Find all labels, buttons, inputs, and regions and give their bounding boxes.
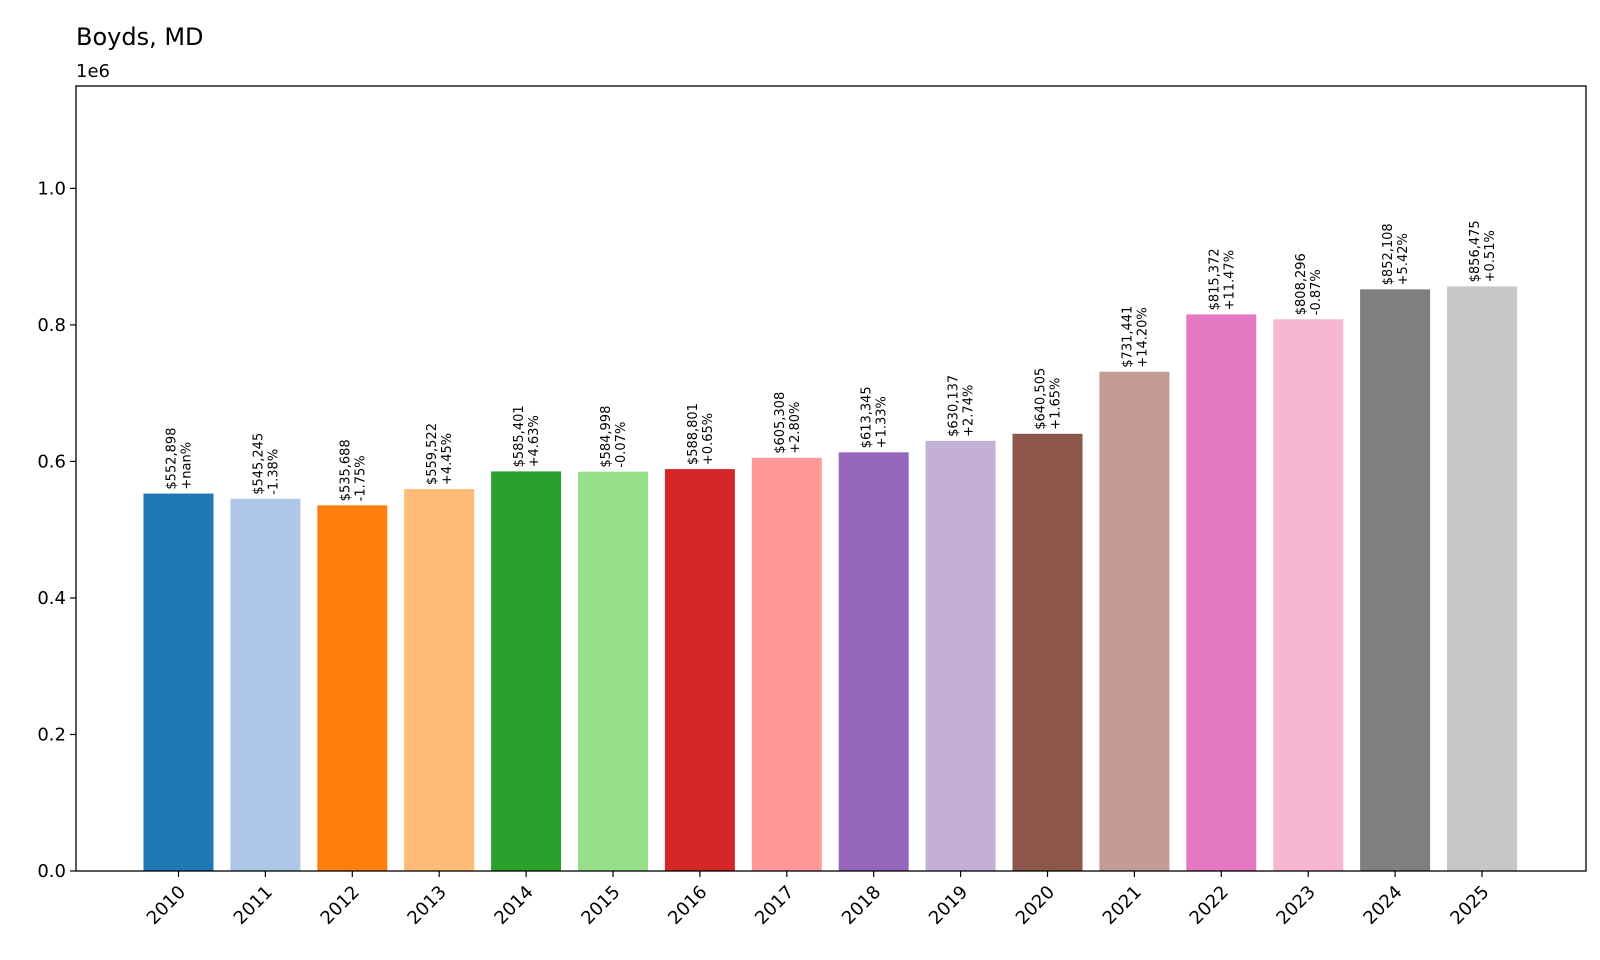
x-tick-label-2020: 2020 xyxy=(1012,882,1059,929)
value-label-2022: $815,372 xyxy=(1207,248,1222,310)
y-tick-label: 0.4 xyxy=(37,588,66,609)
bar-2022 xyxy=(1186,314,1257,871)
plot-frame xyxy=(75,85,1587,872)
change-label-2022: +11.47% xyxy=(1222,250,1237,310)
bar-2015 xyxy=(578,471,648,871)
value-label-2018: $613,345 xyxy=(860,386,875,448)
value-label-2023: $808,296 xyxy=(1294,253,1309,315)
y-tick-label: 0.6 xyxy=(37,451,66,472)
bar-2016 xyxy=(664,469,735,871)
change-label-2015: -0.07% xyxy=(614,422,629,468)
change-label-2011: -1.38% xyxy=(266,449,281,495)
chart-title: Boyds, MD xyxy=(76,23,204,51)
x-tick-label-2011: 2011 xyxy=(230,882,277,929)
change-label-2017: +2.80% xyxy=(788,402,803,454)
x-tick-label-2010: 2010 xyxy=(143,882,190,929)
change-label-2013: +4.45% xyxy=(440,433,455,485)
change-label-2018: +1.33% xyxy=(875,396,890,448)
change-label-2019: +2.74% xyxy=(962,385,977,437)
change-label-2014: +4.63% xyxy=(527,415,542,467)
change-label-2023: -0.87% xyxy=(1309,269,1324,315)
x-tick-label-2016: 2016 xyxy=(664,882,711,929)
x-tick-label-2018: 2018 xyxy=(838,882,885,929)
value-label-2025: $856,475 xyxy=(1468,220,1483,282)
bars-group: $552,898 +nan% $545,245 -1.38% $535,688 -1.75… xyxy=(143,220,1517,872)
x-tick-label-2017: 2017 xyxy=(751,882,798,929)
value-label-2016: $588,801 xyxy=(686,403,701,465)
value-label-2010: $552,898 xyxy=(165,428,180,490)
y-tick-label: 0.2 xyxy=(37,724,66,745)
bar-2013 xyxy=(404,489,475,871)
x-tick-label-2025: 2025 xyxy=(1446,882,1493,929)
value-label-2017: $605,308 xyxy=(773,392,788,454)
y-tick-label: 0.8 xyxy=(37,315,66,336)
value-label-2021: $731,441 xyxy=(1120,306,1135,368)
bar-2017 xyxy=(751,457,822,871)
value-label-2024: $852,108 xyxy=(1381,223,1396,285)
bar-2018 xyxy=(838,452,909,871)
x-tick-label-2014: 2014 xyxy=(490,882,537,929)
change-label-2020: +1.65% xyxy=(1049,378,1064,430)
x-tick-label-2015: 2015 xyxy=(577,882,624,929)
value-label-2011: $545,245 xyxy=(251,433,266,495)
x-tick-label-2021: 2021 xyxy=(1099,882,1146,929)
y-tick-label: 1.0 xyxy=(37,178,66,199)
bar-2023 xyxy=(1273,319,1344,871)
x-tick-label-2023: 2023 xyxy=(1272,882,1319,929)
bar-2010 xyxy=(143,493,214,871)
y-tick-label: 0.0 xyxy=(37,861,66,882)
x-tick-label-2024: 2024 xyxy=(1359,882,1406,929)
value-label-2015: $584,998 xyxy=(599,406,614,468)
bar-2020 xyxy=(1012,433,1083,871)
change-label-2021: +14.20% xyxy=(1135,307,1150,367)
bar-2014 xyxy=(491,471,562,871)
x-tick-label-2019: 2019 xyxy=(925,882,972,929)
value-label-2013: $559,522 xyxy=(425,423,440,485)
bar-2025 xyxy=(1447,286,1517,871)
change-label-2016: +0.65% xyxy=(701,413,716,465)
bar-2012 xyxy=(317,505,388,871)
change-label-2010: +nan% xyxy=(180,442,195,490)
change-label-2012: -1.75% xyxy=(353,455,368,501)
bar-2011 xyxy=(230,498,301,871)
x-tick-label-2022: 2022 xyxy=(1186,882,1233,929)
bar-2021 xyxy=(1099,371,1170,871)
y-axis: 0.0 0.2 0.4 0.6 0.8 1.0 xyxy=(37,178,76,882)
bar-2019 xyxy=(925,440,996,871)
value-label-2019: $630,137 xyxy=(947,375,962,437)
x-axis: 2010 2011 2012 2013 2014 2015 2016 2017 2018 2019… xyxy=(143,871,1494,929)
value-label-2020: $640,505 xyxy=(1034,368,1049,430)
x-tick-label-2013: 2013 xyxy=(403,882,450,929)
change-label-2024: +5.42% xyxy=(1396,233,1411,285)
bar-2024 xyxy=(1360,289,1431,872)
y-axis-offset-label: 1e6 xyxy=(76,61,110,82)
change-label-2025: +0.51% xyxy=(1483,230,1498,282)
value-label-2012: $535,688 xyxy=(338,439,353,501)
value-label-2014: $585,401 xyxy=(512,405,527,467)
x-tick-label-2012: 2012 xyxy=(317,882,364,929)
